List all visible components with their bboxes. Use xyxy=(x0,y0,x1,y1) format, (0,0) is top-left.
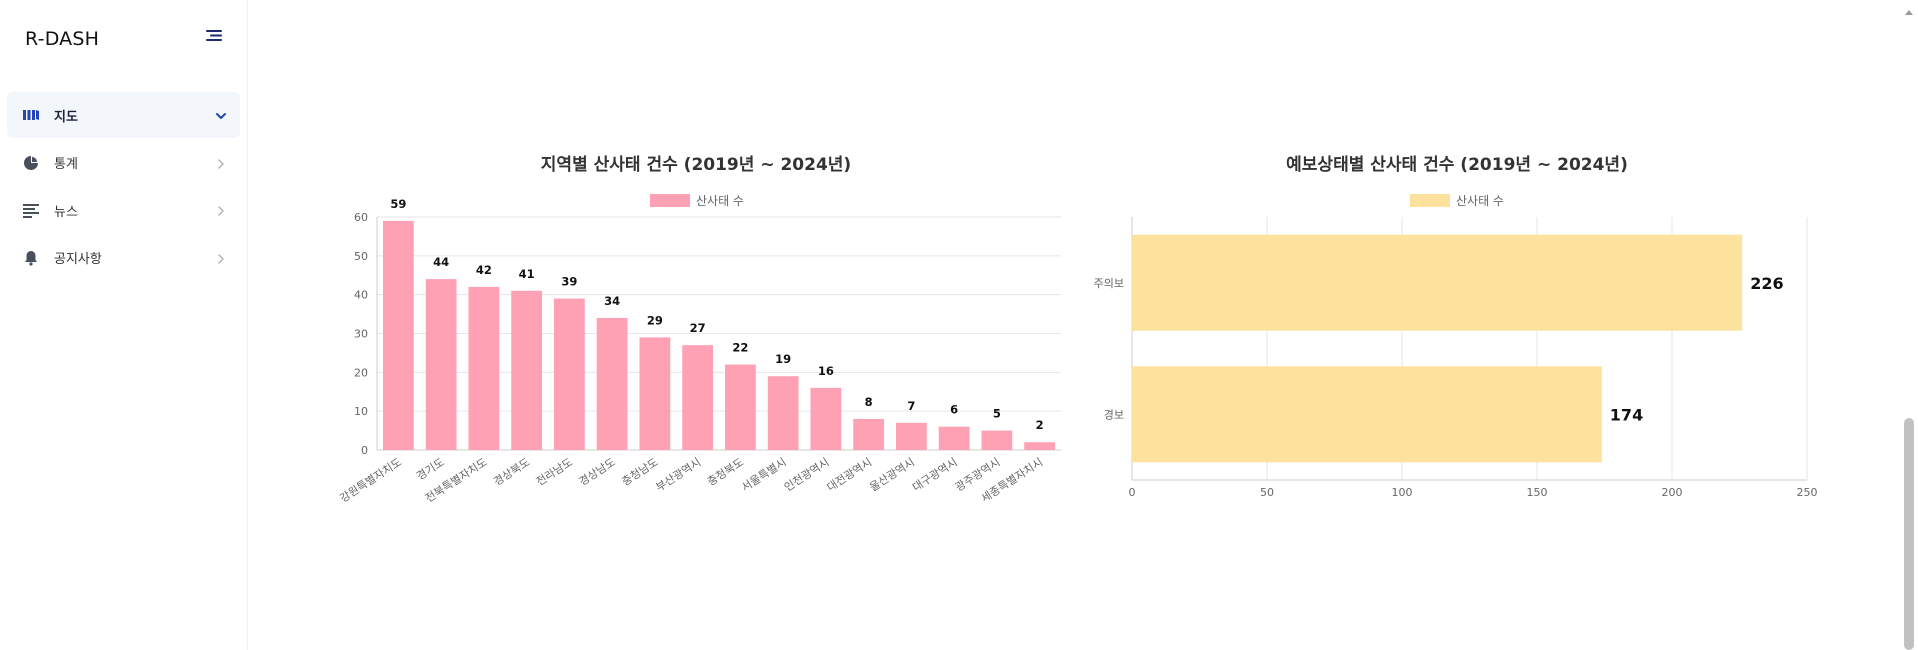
data-label: 8 xyxy=(865,395,873,409)
data-label: 34 xyxy=(604,294,620,308)
x-tick-label: 50 xyxy=(1260,486,1274,499)
sidebar-nav: 지도 통계 xyxy=(7,92,240,282)
bar[interactable] xyxy=(724,364,756,450)
data-label: 22 xyxy=(732,341,748,355)
x-tick-label: 부산광역시 xyxy=(654,456,704,494)
x-tick-label: 경상남도 xyxy=(577,456,618,489)
sidebar-item-label: 공지사항 xyxy=(54,252,102,267)
data-label: 174 xyxy=(1610,405,1643,424)
data-label: 42 xyxy=(476,263,492,277)
sidebar-item-label: 뉴스 xyxy=(54,204,78,220)
news-list-icon xyxy=(22,201,40,219)
scroll-up-arrow-icon[interactable] xyxy=(1904,1,1914,15)
bar[interactable] xyxy=(1024,442,1056,450)
y-tick-label: 경보 xyxy=(1104,408,1124,421)
sidebar-item-label: 통계 xyxy=(54,157,78,172)
y-tick-label: 40 xyxy=(354,289,368,302)
bar[interactable] xyxy=(1132,234,1743,331)
bell-icon xyxy=(22,249,40,267)
bar[interactable] xyxy=(981,430,1013,450)
map-icon xyxy=(22,106,40,124)
y-tick-label: 60 xyxy=(354,211,368,224)
x-tick-label: 경기도 xyxy=(414,456,447,483)
data-label: 16 xyxy=(818,364,834,378)
chart-title: 지역별 산사태 건수 (2019년 ~ 2024년) xyxy=(541,155,851,175)
data-label: 39 xyxy=(561,275,577,289)
bar[interactable] xyxy=(596,317,628,450)
sidebar-item-news[interactable]: 뉴스 xyxy=(7,187,240,233)
x-tick-label: 전라남도 xyxy=(534,456,575,489)
chevron-right-icon[interactable] xyxy=(214,203,228,217)
menu-toggle-icon[interactable] xyxy=(204,28,224,46)
y-tick-label: 10 xyxy=(354,405,368,418)
x-tick-label: 인천광역시 xyxy=(781,455,831,494)
data-label: 29 xyxy=(647,313,663,327)
main-content: 지역별 산사태 건수 (2019년 ~ 2024년) 산사태 수 0 10 20 30… xyxy=(249,0,1880,650)
x-tick-label: 대전광역시 xyxy=(825,456,875,494)
bar[interactable] xyxy=(468,286,500,450)
legend-swatch[interactable] xyxy=(650,194,690,207)
pie-chart-icon xyxy=(22,154,40,172)
legend-swatch[interactable] xyxy=(1410,194,1450,207)
bar[interactable] xyxy=(682,345,714,450)
sidebar-item-label: 지도 xyxy=(54,109,78,125)
y-tick-label: 50 xyxy=(354,250,368,263)
data-label: 226 xyxy=(1750,274,1783,293)
y-tick-label: 30 xyxy=(354,328,368,341)
bar[interactable] xyxy=(511,290,543,450)
bar[interactable] xyxy=(938,426,970,450)
chevron-right-icon[interactable] xyxy=(214,156,228,170)
bar[interactable] xyxy=(639,337,671,450)
y-tick-label: 주의보 xyxy=(1094,277,1124,290)
data-label: 6 xyxy=(950,403,958,417)
bar[interactable] xyxy=(382,220,414,450)
data-label: 27 xyxy=(690,321,706,335)
chevron-down-icon[interactable] xyxy=(214,108,228,122)
bar[interactable] xyxy=(895,422,927,450)
bar[interactable] xyxy=(425,279,457,450)
scrollbar[interactable] xyxy=(1900,0,1918,650)
x-tick-label: 서울특별시 xyxy=(739,456,789,494)
data-label: 41 xyxy=(519,267,535,281)
x-tick-label: 200 xyxy=(1662,486,1683,499)
chevron-right-icon[interactable] xyxy=(214,251,228,265)
legend-label: 산사태 수 xyxy=(696,194,744,208)
x-tick-label: 250 xyxy=(1797,486,1818,499)
y-tick-label: 20 xyxy=(354,366,368,379)
sidebar-item-statistics[interactable]: 통계 xyxy=(7,140,240,186)
x-tick-label: 대구광역시 xyxy=(910,456,960,494)
data-label: 2 xyxy=(1036,418,1044,432)
data-label: 5 xyxy=(993,407,1001,421)
x-tick-label: 경상북도 xyxy=(491,456,532,489)
bar[interactable] xyxy=(810,387,842,450)
bar[interactable] xyxy=(853,418,885,450)
bar[interactable] xyxy=(553,298,585,450)
x-tick-label: 울산광역시 xyxy=(867,456,917,494)
x-tick-label: 100 xyxy=(1392,486,1413,499)
sidebar-item-map[interactable]: 지도 xyxy=(7,92,240,138)
sidebar-item-notices[interactable]: 공지사항 xyxy=(7,235,240,281)
bar[interactable] xyxy=(1132,366,1602,463)
data-label: 7 xyxy=(907,399,915,413)
sidebar: R-DASH 지도 xyxy=(0,0,248,650)
legend-label: 산사태 수 xyxy=(1456,194,1504,208)
x-tick-label: 150 xyxy=(1527,486,1548,499)
chart-title: 예보상태별 산사태 건수 (2019년 ~ 2024년) xyxy=(1286,155,1628,175)
y-tick-label: 0 xyxy=(361,444,368,457)
x-tick-label: 강원특별자치도 xyxy=(338,456,404,505)
data-label: 59 xyxy=(390,197,406,211)
region-landslide-chart: 지역별 산사태 건수 (2019년 ~ 2024년) 산사태 수 0102030… xyxy=(338,155,1818,505)
bar[interactable] xyxy=(767,376,799,450)
data-label: 44 xyxy=(433,255,449,269)
data-label: 19 xyxy=(775,352,791,366)
scrollbar-thumb[interactable] xyxy=(1904,418,1914,650)
x-tick-label: 0 xyxy=(1129,486,1136,499)
brand-logo[interactable]: R-DASH xyxy=(25,28,100,50)
